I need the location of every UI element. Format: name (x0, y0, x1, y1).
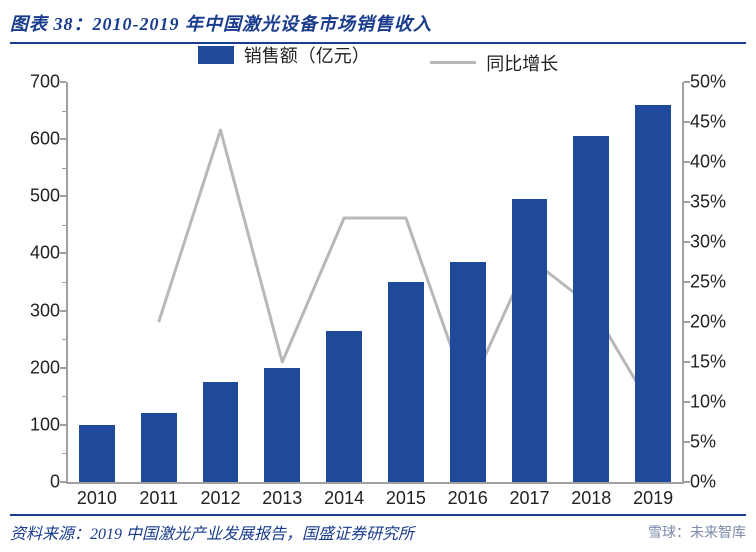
bar (79, 425, 115, 482)
source-row: 资料来源：2019 中国激光产业发展报告，国盛证券研究所 雪球：未来智库 (10, 514, 746, 544)
y2-tick-label: 10% (690, 392, 750, 413)
legend-line-label: 同比增长 (486, 50, 558, 76)
x-tick-label: 2018 (571, 488, 611, 509)
x-tick-label: 2015 (386, 488, 426, 509)
y2-axis-labels: 0%5%10%15%20%25%30%35%40%45%50% (690, 82, 750, 482)
x-tick-label: 2019 (633, 488, 673, 509)
legend-item-bar: 销售额（亿元） (198, 42, 370, 68)
legend-bar-label: 销售额（亿元） (244, 42, 370, 68)
x-tick-label: 2014 (324, 488, 364, 509)
y1-tick-label: 300 (0, 300, 60, 321)
bar (450, 262, 486, 482)
y1-tick-label: 100 (0, 414, 60, 435)
x-tick-label: 2012 (200, 488, 240, 509)
y1-tick-label: 600 (0, 129, 60, 150)
x-tick-label: 2010 (77, 488, 117, 509)
bar (326, 331, 362, 482)
y1-tick-label: 400 (0, 243, 60, 264)
chart-title: 图表 38：2010-2019 年中国激光设备市场销售收入 (10, 14, 432, 34)
y2-tick-label: 0% (690, 472, 750, 493)
bar (203, 382, 239, 482)
title-row: 图表 38：2010-2019 年中国激光设备市场销售收入 (10, 6, 746, 44)
legend-item-line: 同比增长 (430, 50, 558, 76)
y2-tick-label: 20% (690, 312, 750, 333)
y2-tick-label: 30% (690, 232, 750, 253)
x-tick-label: 2017 (509, 488, 549, 509)
plot-inner (66, 82, 684, 484)
y2-tick-label: 35% (690, 192, 750, 213)
watermark: 雪球：未来智库 (648, 522, 746, 542)
bar (388, 282, 424, 482)
bar (141, 413, 177, 482)
x-tick-label: 2013 (262, 488, 302, 509)
y2-tick-label: 25% (690, 272, 750, 293)
y2-tick-label: 5% (690, 432, 750, 453)
y1-tick-label: 0 (0, 472, 60, 493)
bar (635, 105, 671, 482)
legend: 销售额（亿元） 同比增长 (0, 42, 756, 76)
y1-axis-labels: 0100200300400500600700 (0, 82, 60, 482)
y1-tick-label: 700 (0, 72, 60, 93)
source-text: 资料来源：2019 中国激光产业发展报告，国盛证券研究所 (10, 520, 414, 544)
y2-tick-label: 15% (690, 352, 750, 373)
bar (512, 199, 548, 482)
x-tick-label: 2011 (139, 488, 178, 509)
bar-swatch (198, 46, 234, 64)
y2-tick-label: 50% (690, 72, 750, 93)
x-tick-label: 2016 (448, 488, 488, 509)
bar (264, 368, 300, 482)
plot-area (66, 82, 684, 482)
y1-tick-label: 200 (0, 357, 60, 378)
bar (573, 136, 609, 482)
y2-tick-label: 40% (690, 152, 750, 173)
line-swatch (430, 61, 476, 64)
y2-tick-label: 45% (690, 112, 750, 133)
y1-tick-label: 500 (0, 186, 60, 207)
